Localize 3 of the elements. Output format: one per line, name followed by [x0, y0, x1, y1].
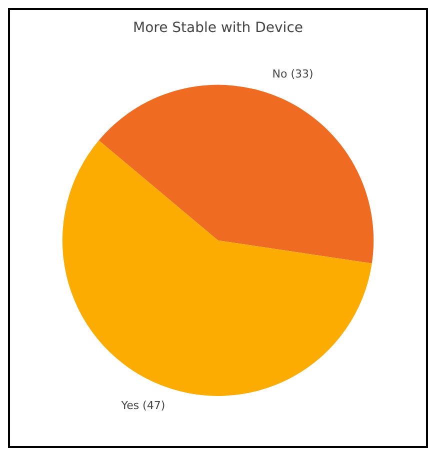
slice-label: No (33)	[272, 67, 314, 80]
slice-label: Yes (47)	[120, 399, 166, 412]
chart-title: More Stable with Device	[133, 20, 303, 36]
